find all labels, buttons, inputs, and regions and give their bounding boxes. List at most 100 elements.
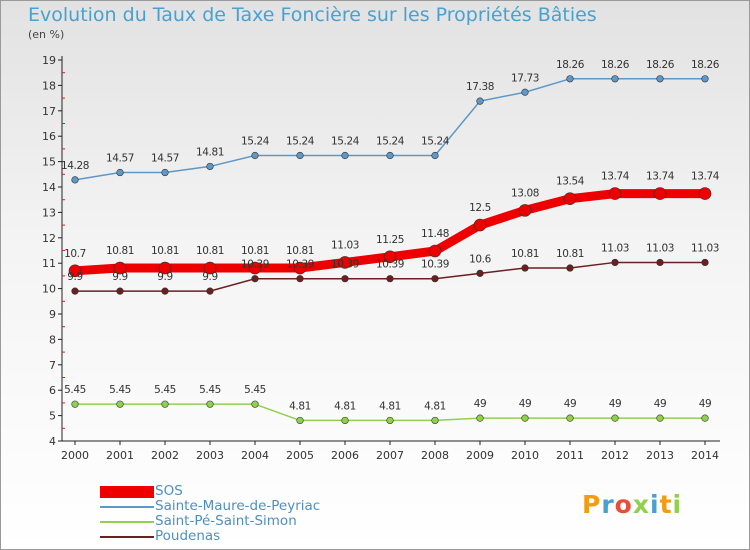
data-label-saint-p-saint-simon: 4.81 <box>334 400 356 412</box>
data-label-saint-p-saint-simon: 4.81 <box>289 400 311 412</box>
y-tick-label: 8 <box>49 333 56 346</box>
data-point-poudenas <box>476 269 484 277</box>
y-axis-unit: (en %) <box>28 28 65 41</box>
data-point-saint-p-saint-simon <box>386 416 394 425</box>
y-tick-label: 10 <box>42 283 56 296</box>
data-label-saint-p-saint-simon: 5.45 <box>109 384 131 396</box>
data-label-saint-p-saint-simon: 49 <box>519 398 532 410</box>
data-point-sos <box>203 261 217 275</box>
y-tick-label: 5 <box>49 410 56 423</box>
data-label-poudenas: 11.03 <box>691 242 719 254</box>
y-tick-label: 18 <box>42 79 56 92</box>
legend-swatch-saint-pe-saint-simon <box>100 520 154 523</box>
data-label-poudenas: 10.39 <box>376 259 404 271</box>
data-label-sainte-maure-de-peyriac: 17.73 <box>511 72 539 84</box>
data-label-sainte-maure-de-peyriac: 18.26 <box>691 59 720 71</box>
logo-letter: i <box>672 490 683 519</box>
y-tick-label: 15 <box>42 156 56 169</box>
line-chart: 4 5 6 7 8 9 10 11 12 13 14 15 16 17 18 19 2000 2001 2002 20… <box>42 54 720 462</box>
data-label-sos: 11.03 <box>331 239 359 251</box>
data-label-saint-p-saint-simon: 4.81 <box>379 400 401 412</box>
data-label-sainte-maure-de-peyriac: 15.24 <box>286 136 315 148</box>
data-point-sainte-maure-de-peyriac <box>476 97 484 105</box>
data-point-sos <box>158 261 172 275</box>
legend-label-saint-pe-saint-simon: Saint-Pé-Saint-Simon <box>155 513 297 529</box>
y-tick-label: 13 <box>42 206 56 219</box>
data-label-sos: 10.7 <box>64 248 86 260</box>
x-tick-label: 2001 <box>106 449 134 462</box>
data-point-sainte-maure-de-peyriac <box>71 176 79 184</box>
data-label-sainte-maure-de-peyriac: 18.26 <box>556 59 585 71</box>
x-tick-label: 2000 <box>61 449 89 462</box>
y-tick-label: 4 <box>49 435 56 448</box>
logo-letter: r <box>601 490 615 519</box>
data-point-saint-p-saint-simon <box>71 400 79 408</box>
data-point-saint-p-saint-simon <box>251 400 259 408</box>
data-label-poudenas: 11.03 <box>646 242 674 254</box>
data-label-poudenas: 10.39 <box>421 259 449 271</box>
data-point-sos <box>383 250 397 264</box>
data-point-sos <box>608 187 622 200</box>
data-point-poudenas <box>341 275 349 283</box>
y-tick-label: 9 <box>49 308 56 321</box>
x-tick-label: 2013 <box>646 449 674 462</box>
logo-letter: i <box>650 490 660 519</box>
data-label-sos: 11.25 <box>376 234 404 246</box>
data-label-sainte-maure-de-peyriac: 14.57 <box>151 153 179 165</box>
data-point-saint-p-saint-simon <box>296 416 304 425</box>
data-point-sainte-maure-de-peyriac <box>296 151 304 160</box>
legend-label-poudenas: Poudenas <box>155 528 221 544</box>
y-tick-label: 11 <box>42 257 56 270</box>
legend-swatch-sainte-maure-de-peyriac <box>100 505 154 508</box>
data-label-sainte-maure-de-peyriac: 17.38 <box>466 81 494 93</box>
data-point-poudenas <box>71 287 79 295</box>
data-label-poudenas: 9.9 <box>112 271 128 283</box>
chart-title: Evolution du Taux de Taxe Foncière sur l… <box>28 4 597 26</box>
data-point-sos <box>113 261 127 275</box>
data-point-sainte-maure-de-peyriac <box>566 75 574 83</box>
data-point-poudenas <box>251 275 259 283</box>
data-point-poudenas <box>656 258 664 267</box>
data-point-sos <box>338 256 352 269</box>
y-tick-label: 17 <box>42 105 56 118</box>
data-label-sos: 10.81 <box>196 245 224 257</box>
x-tick-label: 2008 <box>421 449 449 462</box>
data-point-sainte-maure-de-peyriac <box>116 168 124 177</box>
data-label-sos: 10.81 <box>151 245 179 257</box>
legend-label-sainte-maure-de-peyriac: Sainte-Maure-de-Peyriac <box>155 498 321 514</box>
data-point-poudenas <box>521 264 529 272</box>
data-label-saint-p-saint-simon: 49 <box>654 398 667 410</box>
data-point-saint-p-saint-simon <box>431 416 439 425</box>
data-label-sainte-maure-de-peyriac: 14.81 <box>196 146 224 158</box>
data-point-poudenas <box>431 275 439 283</box>
x-tick-label: 2011 <box>556 449 584 462</box>
data-point-saint-p-saint-simon <box>611 414 619 422</box>
x-tick-label: 2002 <box>151 449 179 462</box>
data-point-poudenas <box>566 264 574 272</box>
data-point-saint-p-saint-simon <box>701 414 709 422</box>
logo-letter: P <box>582 490 602 519</box>
data-point-poudenas <box>701 258 709 267</box>
data-point-poudenas <box>611 258 619 267</box>
data-label-sos: 13.54 <box>556 176 585 188</box>
data-point-poudenas <box>206 287 214 295</box>
data-label-sos: 13.74 <box>646 171 675 183</box>
data-label-sainte-maure-de-peyriac: 15.24 <box>376 136 405 148</box>
y-tick-label: 6 <box>49 384 56 397</box>
logo-letter: x <box>632 490 650 519</box>
data-point-saint-p-saint-simon <box>521 414 529 422</box>
data-label-sos: 13.08 <box>511 187 539 199</box>
data-label-poudenas: 9.9 <box>202 271 218 283</box>
x-tick-label: 2006 <box>331 449 359 462</box>
legend-label-sos: SOS <box>155 483 183 499</box>
data-label-sainte-maure-de-peyriac: 15.24 <box>421 136 450 148</box>
data-label-sos: 10.81 <box>286 245 314 257</box>
data-point-sos <box>653 187 667 200</box>
x-tick-label: 2003 <box>196 449 224 462</box>
y-tick-label: 19 <box>42 54 56 67</box>
data-label-saint-p-saint-simon: 5.45 <box>244 384 266 396</box>
data-label-poudenas: 10.6 <box>469 253 491 265</box>
data-point-sainte-maure-de-peyriac <box>431 151 439 160</box>
data-label-poudenas: 10.81 <box>511 248 539 260</box>
